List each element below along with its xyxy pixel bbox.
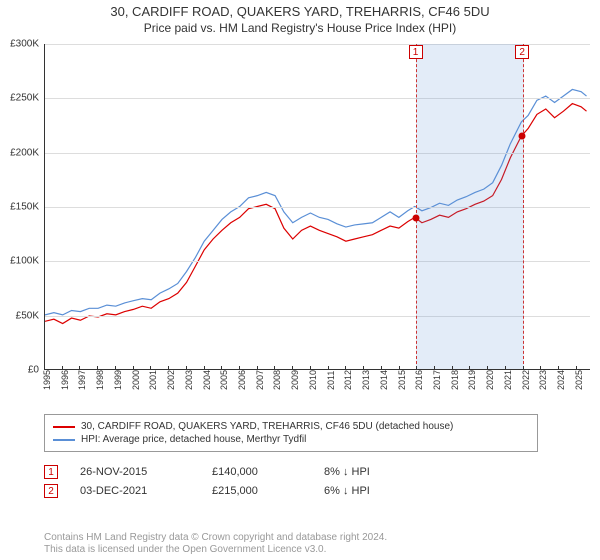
legend-label: HPI: Average price, detached house, Mert… xyxy=(81,434,306,445)
x-axis-tick xyxy=(62,366,63,370)
x-axis-tick xyxy=(150,366,151,370)
x-axis-tick xyxy=(416,366,417,370)
legend-label: 30, CARDIFF ROAD, QUAKERS YARD, TREHARRI… xyxy=(81,421,453,432)
y-axis-label: £200K xyxy=(10,147,45,158)
sale-row-1: 1 26-NOV-2015 £140,000 8% ↓ HPI xyxy=(44,465,414,479)
x-axis-tick xyxy=(328,366,329,370)
x-axis-label: 1996 xyxy=(60,370,70,390)
x-axis-tick xyxy=(452,366,453,370)
x-axis-label: 2006 xyxy=(237,370,247,390)
x-axis-label: 2025 xyxy=(574,370,584,390)
price-chart: £0£50K£100K£150K£200K£250K£300K12 199519… xyxy=(44,44,590,400)
sale-period-band xyxy=(416,44,525,369)
x-axis-label: 2005 xyxy=(219,370,229,390)
x-axis-tick xyxy=(115,366,116,370)
x-axis-tick xyxy=(523,366,524,370)
sale-price: £215,000 xyxy=(212,485,302,497)
x-axis-tick xyxy=(381,366,382,370)
legend-item: HPI: Average price, detached house, Mert… xyxy=(53,434,529,445)
sale-change: 8% ↓ HPI xyxy=(324,466,414,478)
x-axis-tick xyxy=(345,366,346,370)
legend-item: 30, CARDIFF ROAD, QUAKERS YARD, TREHARRI… xyxy=(53,421,529,432)
x-axis-label: 2002 xyxy=(166,370,176,390)
sale-date: 26-NOV-2015 xyxy=(80,466,190,478)
x-axis-label: 2020 xyxy=(485,370,495,390)
y-axis-label: £100K xyxy=(10,256,45,267)
sale-date: 03-DEC-2021 xyxy=(80,485,190,497)
y-axis-label: £300K xyxy=(10,39,45,50)
x-axis-label: 2001 xyxy=(148,370,158,390)
x-axis-tick xyxy=(576,366,577,370)
sales-table: 1 26-NOV-2015 £140,000 8% ↓ HPI 2 03-DEC-2021… xyxy=(44,460,414,503)
x-axis-tick xyxy=(292,366,293,370)
x-axis-label: 1998 xyxy=(95,370,105,390)
x-axis-label: 2007 xyxy=(255,370,265,390)
legend-box: 30, CARDIFF ROAD, QUAKERS YARD, TREHARRI… xyxy=(44,414,538,452)
x-axis-tick xyxy=(505,366,506,370)
x-axis-label: 2009 xyxy=(290,370,300,390)
x-axis-label: 2023 xyxy=(538,370,548,390)
x-axis-tick xyxy=(168,366,169,370)
x-axis-tick xyxy=(44,366,45,370)
y-axis-label: £150K xyxy=(10,202,45,213)
page-subtitle: Price paid vs. HM Land Registry's House … xyxy=(0,21,600,35)
x-axis-tick xyxy=(239,366,240,370)
x-axis-label: 2008 xyxy=(272,370,282,390)
x-axis-label: 2021 xyxy=(503,370,513,390)
x-axis-label: 2000 xyxy=(131,370,141,390)
x-axis-label: 2012 xyxy=(343,370,353,390)
x-axis-tick xyxy=(257,366,258,370)
x-axis-label: 2019 xyxy=(467,370,477,390)
x-axis-label: 2024 xyxy=(556,370,566,390)
x-axis-label: 2017 xyxy=(432,370,442,390)
sale-row-marker: 1 xyxy=(44,465,58,479)
x-axis-label: 2004 xyxy=(202,370,212,390)
x-axis-tick xyxy=(487,366,488,370)
x-axis-tick xyxy=(133,366,134,370)
x-axis-tick xyxy=(310,366,311,370)
x-axis-tick xyxy=(399,366,400,370)
x-axis-label: 1997 xyxy=(77,370,87,390)
x-axis-tick xyxy=(558,366,559,370)
footer-line-1: Contains HM Land Registry data © Crown c… xyxy=(44,532,387,543)
sale-row-marker: 2 xyxy=(44,484,58,498)
x-axis-tick xyxy=(434,366,435,370)
x-axis-tick xyxy=(363,366,364,370)
x-axis-label: 2014 xyxy=(379,370,389,390)
sale-row-2: 2 03-DEC-2021 £215,000 6% ↓ HPI xyxy=(44,484,414,498)
sale-dot-1 xyxy=(412,214,419,221)
page-title: 30, CARDIFF ROAD, QUAKERS YARD, TREHARRI… xyxy=(0,4,600,19)
x-axis-tick xyxy=(97,366,98,370)
x-axis-label: 2016 xyxy=(414,370,424,390)
sale-dot-2 xyxy=(519,133,526,140)
x-axis-tick xyxy=(221,366,222,370)
x-axis-tick xyxy=(469,366,470,370)
x-axis-label: 2013 xyxy=(361,370,371,390)
x-axis-tick xyxy=(186,366,187,370)
sale-price: £140,000 xyxy=(212,466,302,478)
sale-marker-2: 2 xyxy=(515,45,529,59)
y-axis-label: £250K xyxy=(10,93,45,104)
x-axis-tick xyxy=(204,366,205,370)
legend-swatch xyxy=(53,439,75,441)
footer-line-2: This data is licensed under the Open Gov… xyxy=(44,544,387,555)
x-axis-tick xyxy=(540,366,541,370)
x-axis-label: 1999 xyxy=(113,370,123,390)
x-axis-label: 2011 xyxy=(326,371,336,390)
y-axis-label: £50K xyxy=(16,310,45,321)
x-axis-label: 1995 xyxy=(42,370,52,390)
sale-change: 6% ↓ HPI xyxy=(324,485,414,497)
x-axis-tick xyxy=(274,366,275,370)
x-axis-label: 2018 xyxy=(450,370,460,390)
legend-swatch xyxy=(53,426,75,428)
footer-text: Contains HM Land Registry data © Crown c… xyxy=(44,531,387,556)
x-axis-label: 2022 xyxy=(521,370,531,390)
x-axis-label: 2010 xyxy=(308,370,318,390)
x-axis-label: 2015 xyxy=(397,370,407,390)
x-axis-tick xyxy=(79,366,80,370)
x-axis-label: 2003 xyxy=(184,370,194,390)
sale-marker-1: 1 xyxy=(409,45,423,59)
